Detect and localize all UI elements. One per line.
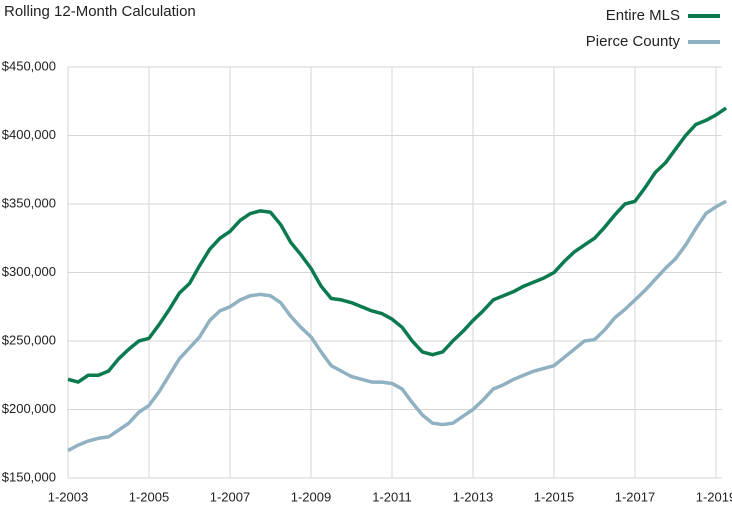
- y-tick-label: $400,000: [2, 127, 56, 142]
- series-line: [67, 199, 727, 453]
- x-tick-label: 1-2009: [291, 489, 331, 504]
- x-tick-label: 1-2007: [210, 489, 250, 504]
- x-tick-label: 1-2003: [48, 489, 88, 504]
- legend-label: Entire MLS: [606, 7, 680, 24]
- x-tick-label: 1-2019: [696, 489, 732, 504]
- y-tick-label: $300,000: [2, 264, 56, 279]
- y-tick-label: $150,000: [2, 469, 56, 484]
- x-tick-label: 1-2013: [453, 489, 493, 504]
- y-tick-label: $450,000: [2, 58, 56, 73]
- y-tick-label: $350,000: [2, 195, 56, 210]
- y-tick-label: $200,000: [2, 401, 56, 416]
- x-tick-label: 1-2011: [372, 489, 412, 504]
- chart-title: Rolling 12-Month Calculation: [4, 3, 196, 20]
- x-tick-label: 1-2017: [615, 489, 655, 504]
- y-tick-label: $250,000: [2, 332, 56, 347]
- x-tick-label: 1-2015: [534, 489, 574, 504]
- series-line: [67, 106, 728, 384]
- x-tick-label: 1-2005: [129, 489, 169, 504]
- legend-label: Pierce County: [586, 33, 681, 50]
